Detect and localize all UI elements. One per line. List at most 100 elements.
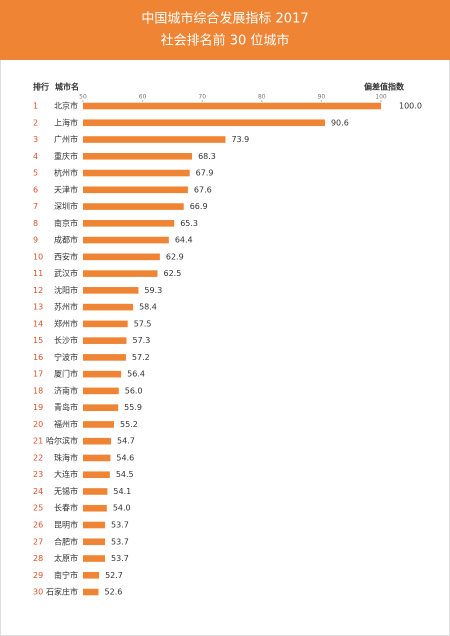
- bar: [83, 370, 122, 378]
- y-tick-label: 北京市: [54, 101, 78, 111]
- value-label: 62.5: [164, 269, 182, 278]
- rank-label: 12: [33, 286, 43, 295]
- bar: [83, 471, 110, 479]
- bar: [83, 220, 175, 227]
- value-label: 58.4: [139, 303, 157, 312]
- rank-label: 29: [33, 571, 43, 580]
- value-label: 57.5: [134, 319, 152, 328]
- chart-title: 中国城市综合发展指标 2017: [141, 11, 308, 27]
- y-tick-label: 苏州市: [54, 302, 78, 312]
- rank-label: 3: [33, 135, 38, 144]
- value-label: 67.6: [194, 185, 212, 194]
- value-label: 55.2: [120, 420, 138, 429]
- value-label: 54.1: [113, 487, 131, 496]
- y-tick-label: 重庆市: [54, 151, 78, 161]
- rank-label: 30: [33, 588, 43, 597]
- value-label: 100.0: [399, 102, 422, 111]
- x-tick-label: 90: [318, 94, 326, 101]
- x-tick-label: 60: [139, 94, 147, 101]
- value-label: 90.6: [331, 118, 349, 127]
- rank-label: 1: [33, 102, 38, 111]
- y-tick-label: 长沙市: [54, 335, 78, 345]
- value-label: 56.0: [125, 386, 143, 395]
- y-tick-label: 长春市: [54, 503, 78, 513]
- y-tick-label: 宁波市: [54, 352, 78, 362]
- y-tick-label: 南宁市: [54, 570, 78, 580]
- rank-label: 22: [33, 453, 43, 462]
- bar: [83, 571, 100, 579]
- bar: [83, 555, 106, 562]
- bar: [83, 521, 106, 529]
- rank-label: 14: [33, 319, 43, 328]
- rank-label: 20: [33, 420, 43, 429]
- value-label: 54.6: [116, 453, 134, 462]
- value-label: 66.9: [190, 202, 208, 211]
- value-label: 67.9: [196, 169, 214, 178]
- rank-label: 24: [33, 487, 43, 496]
- y-tick-label: 成都市: [54, 235, 78, 245]
- bar: [83, 588, 99, 596]
- rank-label: 26: [33, 521, 43, 530]
- value-label: 56.4: [127, 370, 145, 379]
- bar: [83, 488, 108, 495]
- value-label: 53.7: [111, 521, 129, 530]
- value-label: 52.6: [104, 588, 122, 597]
- rank-label: 9: [33, 236, 38, 245]
- rank-label: 15: [33, 336, 43, 345]
- bar: [83, 136, 226, 143]
- rank-label: 5: [33, 169, 38, 178]
- rank-header: 排行: [33, 82, 49, 92]
- bar: [83, 287, 139, 294]
- y-tick-label: 合肥市: [54, 536, 78, 546]
- bar: [83, 354, 126, 361]
- title-banner: [0, 0, 450, 60]
- rank-label: 18: [33, 386, 43, 395]
- x-tick-label: 70: [198, 94, 206, 101]
- rank-label: 23: [33, 470, 43, 479]
- rank-label: 28: [33, 554, 43, 563]
- rank-label: 17: [33, 370, 43, 379]
- y-tick-label: 福州市: [54, 419, 78, 429]
- value-label: 55.9: [124, 403, 142, 412]
- bar: [83, 538, 106, 546]
- rank-label: 8: [33, 219, 38, 228]
- rank-label: 4: [33, 152, 38, 161]
- y-tick-label: 沈阳市: [54, 285, 78, 295]
- bar: [83, 454, 111, 462]
- bar: [83, 337, 127, 344]
- bar: [83, 320, 128, 328]
- value-label: 57.2: [132, 353, 150, 362]
- rank-label: 2: [33, 118, 38, 127]
- rank-label: 11: [33, 269, 43, 278]
- value-label: 54.7: [117, 437, 135, 446]
- y-tick-label: 石家庄市: [46, 587, 78, 597]
- bar: [83, 437, 112, 445]
- y-tick-label: 青岛市: [54, 402, 78, 412]
- y-tick-label: 济南市: [54, 385, 78, 395]
- y-tick-label: 上海市: [54, 117, 78, 127]
- x-tick-label: 50: [79, 94, 87, 101]
- rank-label: 25: [33, 504, 43, 513]
- y-tick-label: 厦门市: [54, 369, 78, 379]
- y-tick-label: 深圳市: [54, 201, 78, 211]
- bar: [83, 270, 158, 277]
- bar: [83, 387, 119, 395]
- rank-label: 16: [33, 353, 43, 362]
- x-tick-label: 100: [375, 94, 387, 101]
- rank-label: 7: [33, 202, 38, 211]
- bar: [83, 253, 160, 261]
- bar: [83, 119, 325, 127]
- bar: [83, 404, 119, 411]
- x-tick-label: 80: [258, 94, 266, 101]
- bar: [83, 236, 169, 244]
- bar: [83, 421, 114, 428]
- value-label: 53.7: [111, 537, 129, 546]
- value-label: 52.7: [105, 571, 123, 580]
- value-label: 64.4: [175, 236, 193, 245]
- rank-label: 21: [33, 437, 43, 446]
- value-label: 53.7: [111, 554, 129, 563]
- y-tick-label: 天津市: [54, 184, 78, 194]
- rank-label: 27: [33, 537, 43, 546]
- y-tick-label: 珠海市: [54, 452, 78, 462]
- value-label: 68.3: [198, 152, 216, 161]
